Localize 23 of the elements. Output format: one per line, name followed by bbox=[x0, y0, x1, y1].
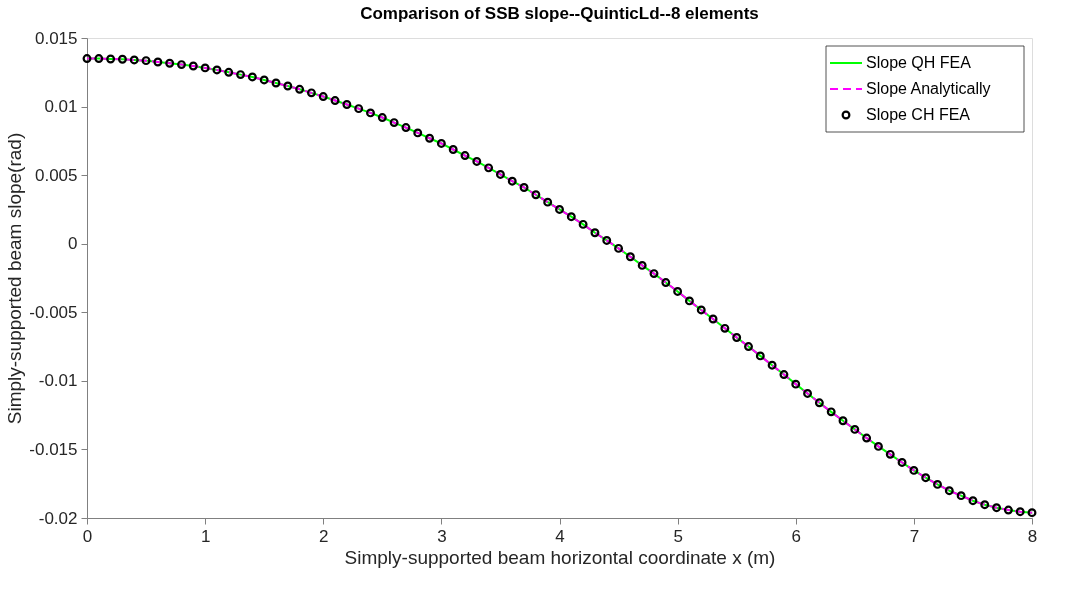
x-axis-title: Simply-supported beam horizontal coordinate x (m) bbox=[344, 546, 776, 568]
y-tick-label: 0 bbox=[68, 234, 78, 254]
legend-label: Slope Analytically bbox=[866, 80, 991, 97]
x-tick-label: 0 bbox=[82, 526, 93, 546]
chart-title: Comparison of SSB slope--QuinticLd--8 elements bbox=[360, 4, 759, 23]
x-tick-label: 8 bbox=[1027, 526, 1038, 546]
legend-label: Slope QH FEA bbox=[866, 54, 972, 71]
x-tick-label: 4 bbox=[555, 526, 565, 546]
x-tick-label: 1 bbox=[200, 526, 211, 546]
y-tick-label: -0.02 bbox=[38, 508, 78, 528]
y-axis-title: Simply-supported beam slope(rad) bbox=[4, 132, 26, 425]
x-tick-label: 2 bbox=[319, 526, 329, 546]
x-tick-label: 3 bbox=[437, 526, 447, 546]
y-tick-label: -0.005 bbox=[29, 302, 78, 322]
y-tick-label: 0.01 bbox=[44, 97, 78, 117]
y-tick-label: -0.01 bbox=[38, 371, 78, 391]
x-tick-label: 6 bbox=[791, 526, 801, 546]
x-tick-label: 5 bbox=[673, 526, 683, 546]
y-tick-label: 0.005 bbox=[34, 165, 78, 185]
legend-label: Slope CH FEA bbox=[866, 106, 971, 123]
y-tick-label: -0.015 bbox=[29, 439, 78, 459]
y-tick-label: 0.015 bbox=[34, 28, 78, 48]
x-tick-label: 7 bbox=[909, 526, 920, 546]
